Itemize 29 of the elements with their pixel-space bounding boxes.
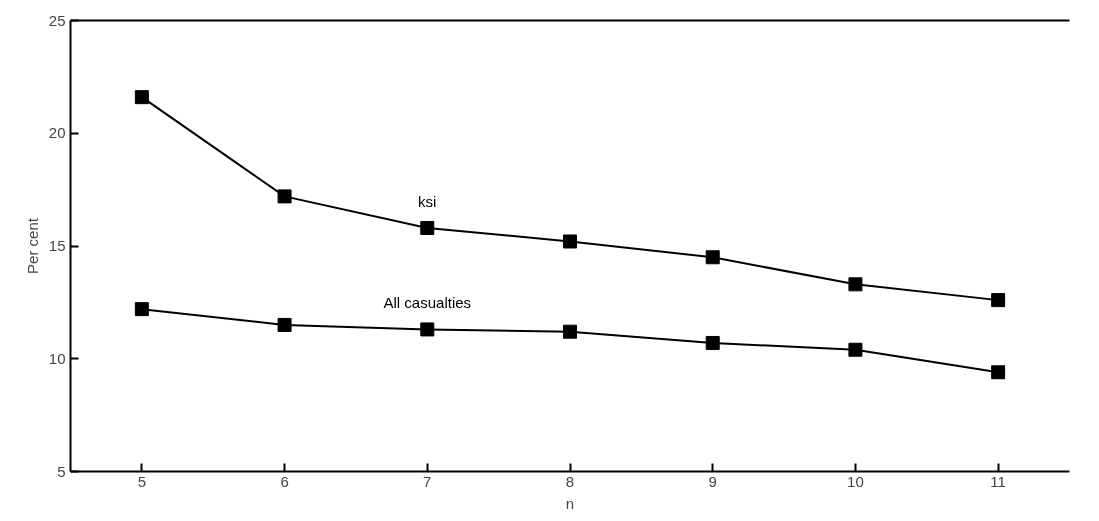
y-tick-label: 25 — [48, 11, 66, 29]
point — [991, 293, 1006, 308]
point — [420, 220, 435, 235]
point — [705, 335, 720, 350]
point — [563, 324, 577, 339]
y-tick-label: 10 — [48, 349, 66, 367]
x-tick-label: 6 — [280, 472, 289, 490]
x-tick-label: 9 — [708, 472, 717, 490]
x-tick-label: 11 — [990, 472, 1006, 490]
point — [420, 322, 435, 337]
point — [134, 302, 149, 317]
point — [848, 342, 863, 357]
series-label: ksi — [418, 192, 437, 210]
x-axis-title: n — [565, 494, 575, 512]
x-tick-label: 8 — [565, 472, 575, 490]
y-axis-title: Per cent — [23, 217, 41, 274]
y-tick-label: 20 — [48, 124, 66, 142]
point — [277, 189, 292, 204]
x-tick-label: 7 — [423, 472, 432, 490]
x-tick-label: 5 — [137, 472, 147, 490]
y-tick-label: 15 — [48, 237, 66, 254]
point — [705, 250, 720, 265]
point — [134, 90, 149, 105]
point — [991, 365, 1006, 380]
series-label: All casualties — [383, 294, 472, 312]
point — [848, 277, 863, 292]
point — [277, 317, 292, 332]
point — [563, 234, 577, 249]
x-tick-label: 10 — [847, 472, 864, 490]
